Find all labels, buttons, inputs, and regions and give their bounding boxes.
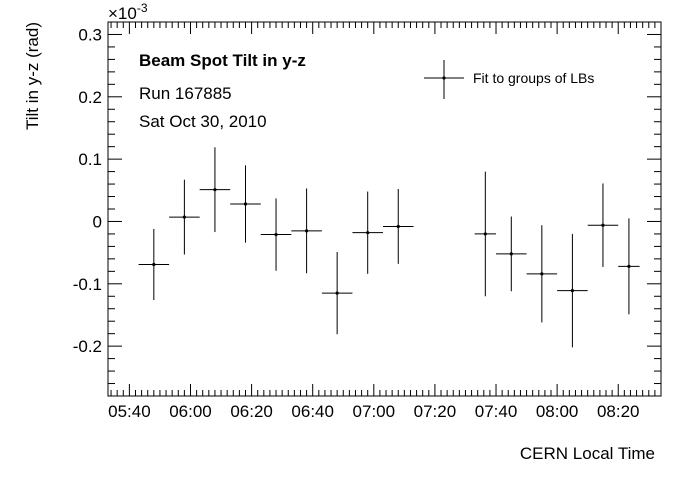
x-tick-label: 06:00: [169, 402, 212, 421]
point-marker: [627, 264, 631, 268]
data-point: [260, 198, 292, 271]
y-tick-label: 0.2: [78, 88, 102, 107]
point-marker: [152, 262, 156, 267]
point-marker: [366, 231, 370, 235]
x-axis-title: CERN Local Time: [520, 444, 655, 463]
legend-marker-dot: [442, 76, 446, 80]
legend: Fit to groups of LBs: [424, 60, 594, 99]
legend-label: Fit to groups of LBs: [473, 70, 594, 86]
y-tick-label: -0.1: [73, 275, 102, 294]
point-marker: [396, 224, 400, 229]
data-point: [199, 147, 231, 233]
y-tick-label: 0.1: [78, 150, 102, 169]
run-number: Run 167885: [139, 84, 232, 103]
point-marker: [509, 252, 513, 256]
x-tick-label: 06:40: [291, 402, 334, 421]
data-point: [618, 218, 640, 315]
x-tick-label: 08:20: [597, 402, 640, 421]
y-axis-title: Tilt in y-z (rad): [23, 22, 42, 130]
x-tick-label: 08:00: [536, 402, 579, 421]
point-marker: [243, 202, 248, 206]
point-marker: [304, 229, 309, 233]
point-marker: [540, 272, 544, 276]
point-marker: [601, 223, 605, 227]
data-point: [587, 183, 619, 267]
data-point: [169, 179, 200, 255]
data-points: [138, 147, 640, 348]
y-tick-label: 0: [93, 212, 102, 231]
point-marker: [213, 188, 217, 192]
y-tick-label: -0.2: [73, 337, 102, 356]
x-tick-label: 06:20: [230, 402, 273, 421]
x-tick-label: 07:00: [353, 402, 396, 421]
data-point: [526, 225, 558, 323]
data-point: [474, 171, 497, 297]
x-tick-label: 05:40: [108, 402, 151, 421]
data-point: [321, 252, 353, 335]
point-marker: [274, 232, 278, 237]
chart-title: Beam Spot Tilt in y-z: [139, 51, 306, 70]
data-point: [352, 191, 383, 274]
x-tick-label: 07:20: [414, 402, 457, 421]
point-marker: [570, 289, 574, 293]
data-point: [557, 233, 588, 348]
point-marker: [182, 215, 186, 219]
data-point: [496, 216, 527, 292]
data-point: [138, 228, 170, 301]
data-point: [382, 189, 414, 264]
data-point: [291, 188, 322, 274]
x-axis-ticks: 05:40 06:00 06:20 06:40 07:00 07:20 07:40 08:00…: [108, 22, 662, 421]
point-marker: [335, 291, 339, 295]
y-tick-label: 0.3: [78, 25, 102, 44]
point-marker: [483, 232, 487, 236]
y-axis-ticks: -0.2 -0.1 0 0.1 0.2 0.3: [73, 21, 661, 397]
run-date: Sat Oct 30, 2010: [139, 112, 267, 131]
y-multiplier: ×10-3: [108, 1, 148, 23]
data-point: [230, 165, 261, 243]
x-tick-label: 07:40: [475, 402, 518, 421]
